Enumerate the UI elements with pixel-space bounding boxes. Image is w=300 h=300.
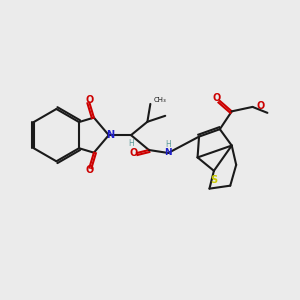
Text: O: O <box>257 101 265 111</box>
Text: CH₃: CH₃ <box>153 98 166 103</box>
Text: H: H <box>128 139 134 148</box>
Text: S: S <box>210 175 218 185</box>
Text: O: O <box>213 93 221 103</box>
Text: O: O <box>130 148 138 158</box>
Text: N: N <box>164 148 172 158</box>
Text: H: H <box>165 140 171 149</box>
Text: N: N <box>106 130 114 140</box>
Text: O: O <box>85 95 94 105</box>
Text: O: O <box>85 165 94 175</box>
